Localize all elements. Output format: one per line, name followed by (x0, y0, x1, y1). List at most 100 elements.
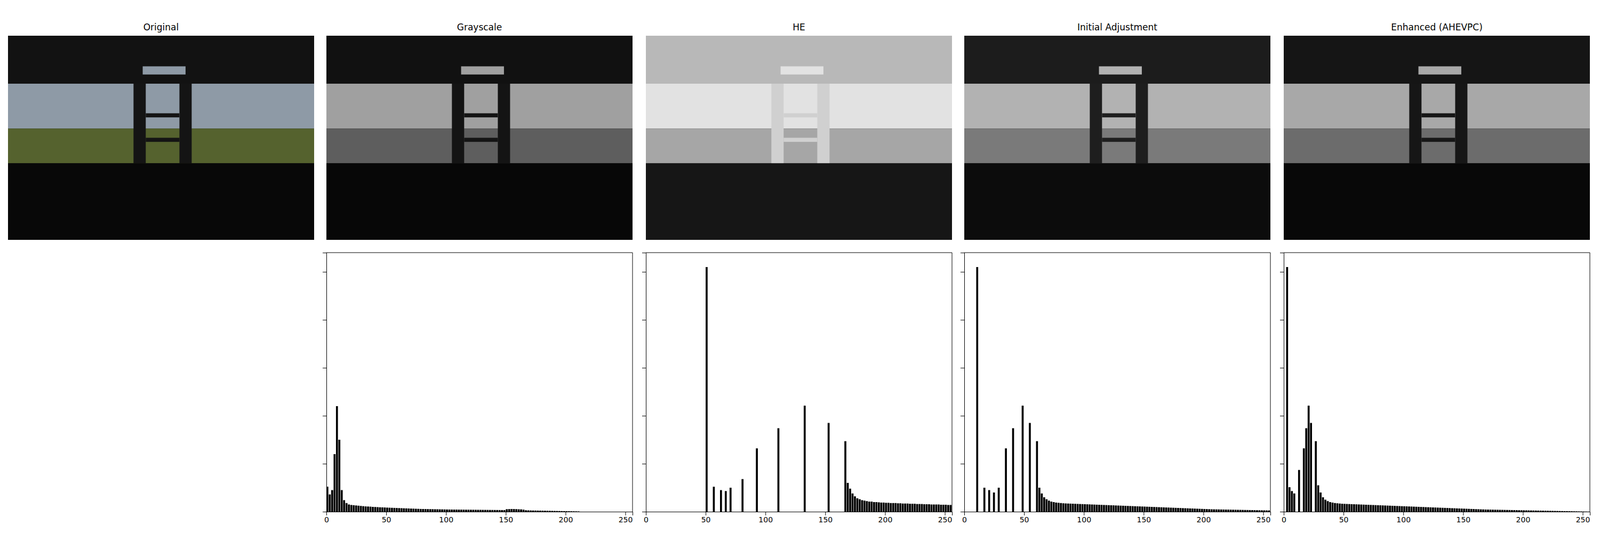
tick-mark (1263, 512, 1264, 516)
bar (815, 512, 818, 513)
tick-mark (1522, 512, 1524, 516)
bar (770, 512, 773, 513)
tick-mark (565, 512, 566, 516)
bar (592, 512, 595, 513)
bar (829, 512, 832, 513)
tick-mark (1280, 368, 1284, 369)
panel-title: Original (143, 21, 180, 33)
image-sky (964, 83, 1271, 129)
bar (1438, 508, 1442, 512)
bar (1165, 507, 1168, 512)
bar (1184, 508, 1187, 512)
x-tick: 200 (1516, 512, 1531, 525)
bar (875, 502, 878, 512)
bar (390, 508, 394, 512)
bar (1314, 441, 1317, 512)
tick-label: 250 (1256, 515, 1271, 525)
bar (1024, 512, 1027, 513)
bar (1004, 448, 1007, 512)
bar (1201, 509, 1204, 512)
tick-mark (1280, 416, 1284, 417)
x-tick: 50 (1339, 512, 1349, 525)
bar (1107, 505, 1110, 512)
tick-mark (505, 512, 507, 516)
x-tick: 150 (1456, 512, 1471, 525)
bar (698, 512, 701, 513)
axis-line (1280, 253, 1285, 513)
bar (616, 512, 619, 513)
bar (548, 510, 551, 512)
tick-label: 50 (1339, 515, 1349, 525)
bar (1153, 507, 1156, 512)
image-transom (780, 66, 824, 75)
bar (1420, 507, 1423, 512)
bar (1448, 508, 1451, 512)
tick-label: 250 (938, 515, 953, 525)
bar (1072, 504, 1075, 512)
bar (1326, 501, 1330, 512)
bar (667, 512, 670, 513)
bar (949, 505, 952, 512)
bar (1191, 508, 1194, 512)
bar (1451, 508, 1454, 512)
bar (574, 511, 578, 512)
bar (1074, 504, 1077, 512)
bar (866, 501, 869, 512)
bar (445, 509, 448, 512)
bar (424, 509, 427, 512)
bar (1110, 505, 1113, 512)
bar (589, 512, 592, 513)
bar (784, 512, 787, 513)
bar (1002, 512, 1005, 513)
x-tick: 50 (1019, 512, 1030, 525)
bar (868, 501, 871, 512)
tick-mark (642, 272, 646, 273)
bar (395, 508, 398, 512)
bar (491, 510, 494, 512)
bar (796, 512, 799, 513)
bar (1105, 505, 1108, 512)
bar (827, 423, 830, 513)
bar (1453, 508, 1456, 512)
bar (1422, 507, 1425, 512)
tick-mark (1280, 320, 1284, 321)
bar (1143, 506, 1146, 512)
bar (551, 510, 554, 512)
tick-label: 250 (1576, 515, 1591, 525)
frame (1589, 252, 1591, 512)
x-tick: 150 (498, 512, 514, 525)
bar (1062, 503, 1065, 512)
bar (1405, 506, 1408, 512)
y-tick (960, 368, 965, 369)
bar (1196, 508, 1199, 512)
bar (625, 512, 628, 513)
bar (753, 512, 756, 513)
bar (906, 504, 909, 512)
bar (858, 499, 861, 512)
bar (1048, 500, 1051, 512)
bar (789, 512, 792, 513)
bar (1312, 512, 1315, 513)
bar (1285, 267, 1288, 512)
bar (520, 509, 523, 512)
y-tick (960, 320, 965, 321)
bar (1568, 511, 1571, 512)
bar (1317, 485, 1320, 513)
axis-line (642, 253, 647, 513)
tick-mark (960, 416, 965, 417)
bar (988, 490, 991, 513)
bar (1246, 510, 1249, 512)
bar (458, 509, 461, 512)
bar (1076, 504, 1079, 512)
frame (632, 252, 634, 512)
image-post (1089, 83, 1102, 164)
bar (1293, 493, 1296, 512)
image-ground (1283, 128, 1590, 164)
image-background (645, 35, 952, 240)
image-rail (145, 138, 180, 143)
bar (940, 505, 943, 512)
bar (899, 503, 902, 512)
bar (352, 505, 355, 512)
tick-label: 50 (381, 515, 392, 525)
bar (1415, 507, 1418, 512)
